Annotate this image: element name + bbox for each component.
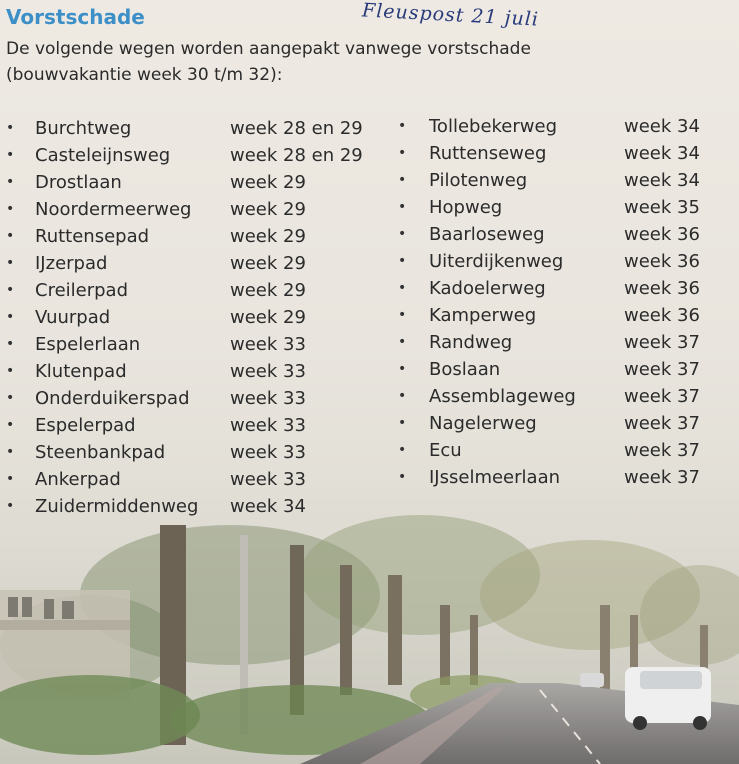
road-name: Uiterdijkenweg	[429, 251, 564, 272]
bullet-icon: •	[6, 390, 15, 406]
bullet-icon: •	[6, 120, 15, 136]
intro-line-2: (bouwvakantie week 30 t/m 32):	[6, 65, 283, 85]
bullet-icon: •	[398, 334, 407, 350]
bullet-icon: •	[6, 498, 15, 514]
road-name: Espelerpad	[35, 415, 136, 436]
road-week: week 35	[624, 197, 700, 218]
bullet-icon: •	[6, 282, 15, 298]
bullet-icon: •	[398, 442, 407, 458]
road-name: Ankerpad	[35, 469, 121, 490]
road-week: week 33	[230, 442, 306, 463]
bullet-icon: •	[6, 228, 15, 244]
road-week: week 36	[624, 224, 700, 245]
road-week: week 29	[230, 280, 306, 301]
bullet-icon: •	[6, 174, 15, 190]
bullet-icon: •	[398, 280, 407, 296]
road-name: Boslaan	[429, 359, 501, 380]
road-week: week 33	[230, 469, 306, 490]
road-week: week 37	[624, 413, 700, 434]
bullet-icon: •	[398, 253, 407, 269]
bullet-icon: •	[398, 415, 407, 431]
bullet-icon: •	[398, 118, 407, 134]
road-week: week 34	[624, 170, 700, 191]
road-week: week 28 en 29	[230, 118, 363, 139]
road-week: week 33	[230, 334, 306, 355]
bullet-icon: •	[398, 172, 407, 188]
road-week: week 29	[230, 307, 306, 328]
road-week: week 33	[230, 388, 306, 409]
road-name: Tollebekerweg	[429, 116, 558, 137]
road-week: week 34	[230, 496, 306, 517]
road-name: Hopweg	[429, 197, 503, 218]
road-week: week 29	[230, 172, 306, 193]
road-week: week 29	[230, 226, 306, 247]
road-week: week 33	[230, 361, 306, 382]
road-week: week 37	[624, 440, 700, 461]
road-week: week 33	[230, 415, 306, 436]
road-week: week 37	[624, 467, 700, 488]
bullet-icon: •	[6, 309, 15, 325]
road-week: week 34	[624, 116, 700, 137]
street-photo-illustration	[0, 505, 739, 764]
road-week: week 37	[624, 332, 700, 353]
road-name: Vuurpad	[35, 307, 111, 328]
road-name: Noordermeerweg	[35, 199, 192, 220]
road-name: Ruttensepad	[35, 226, 150, 247]
bullet-icon: •	[398, 199, 407, 215]
bullet-icon: •	[398, 307, 407, 323]
road-week: week 34	[624, 143, 700, 164]
road-name: Steenbankpad	[35, 442, 166, 463]
bullet-icon: •	[6, 336, 15, 352]
road-week: week 36	[624, 251, 700, 272]
bullet-icon: •	[398, 361, 407, 377]
road-name: IJsselmeerlaan	[429, 467, 561, 488]
road-name: Assemblageweg	[429, 386, 576, 407]
road-week: week 29	[230, 199, 306, 220]
bullet-icon: •	[6, 471, 15, 487]
road-name: Kadoelerweg	[429, 278, 546, 299]
bullet-icon: •	[6, 201, 15, 217]
road-week: week 36	[624, 278, 700, 299]
road-name: IJzerpad	[35, 253, 108, 274]
road-name: Ecu	[429, 440, 462, 461]
road-name: Casteleijnsweg	[35, 145, 171, 166]
road-week: week 37	[624, 359, 700, 380]
bullet-icon: •	[398, 469, 407, 485]
road-week: week 29	[230, 253, 306, 274]
intro-line-1: De volgende wegen worden aangepakt vanwe…	[6, 39, 531, 59]
road-name: Burchtweg	[35, 118, 132, 139]
road-week: week 37	[624, 386, 700, 407]
street-photo	[0, 505, 739, 764]
road-week: week 36	[624, 305, 700, 326]
bullet-icon: •	[6, 255, 15, 271]
bullet-icon: •	[6, 147, 15, 163]
road-name: Drostlaan	[35, 172, 122, 193]
road-name: Pilotenweg	[429, 170, 528, 191]
road-name: Zuidermiddenweg	[35, 496, 199, 517]
road-name: Kamperweg	[429, 305, 537, 326]
road-name: Espelerlaan	[35, 334, 141, 355]
road-name: Ruttenseweg	[429, 143, 547, 164]
road-name: Onderduikerspad	[35, 388, 190, 409]
bullet-icon: •	[398, 226, 407, 242]
road-name: Randweg	[429, 332, 513, 353]
intro-text: De volgende wegen worden aangepakt vanwe…	[6, 36, 726, 88]
article-title: Vorstschade	[6, 5, 145, 29]
bullet-icon: •	[398, 388, 407, 404]
road-name: Nagelerweg	[429, 413, 537, 434]
road-name: Creilerpad	[35, 280, 129, 301]
bullet-icon: •	[398, 145, 407, 161]
bullet-icon: •	[6, 444, 15, 460]
road-week: week 28 en 29	[230, 145, 363, 166]
bullet-icon: •	[6, 417, 15, 433]
road-name: Klutenpad	[35, 361, 127, 382]
road-name: Baarloseweg	[429, 224, 545, 245]
bullet-icon: •	[6, 363, 15, 379]
